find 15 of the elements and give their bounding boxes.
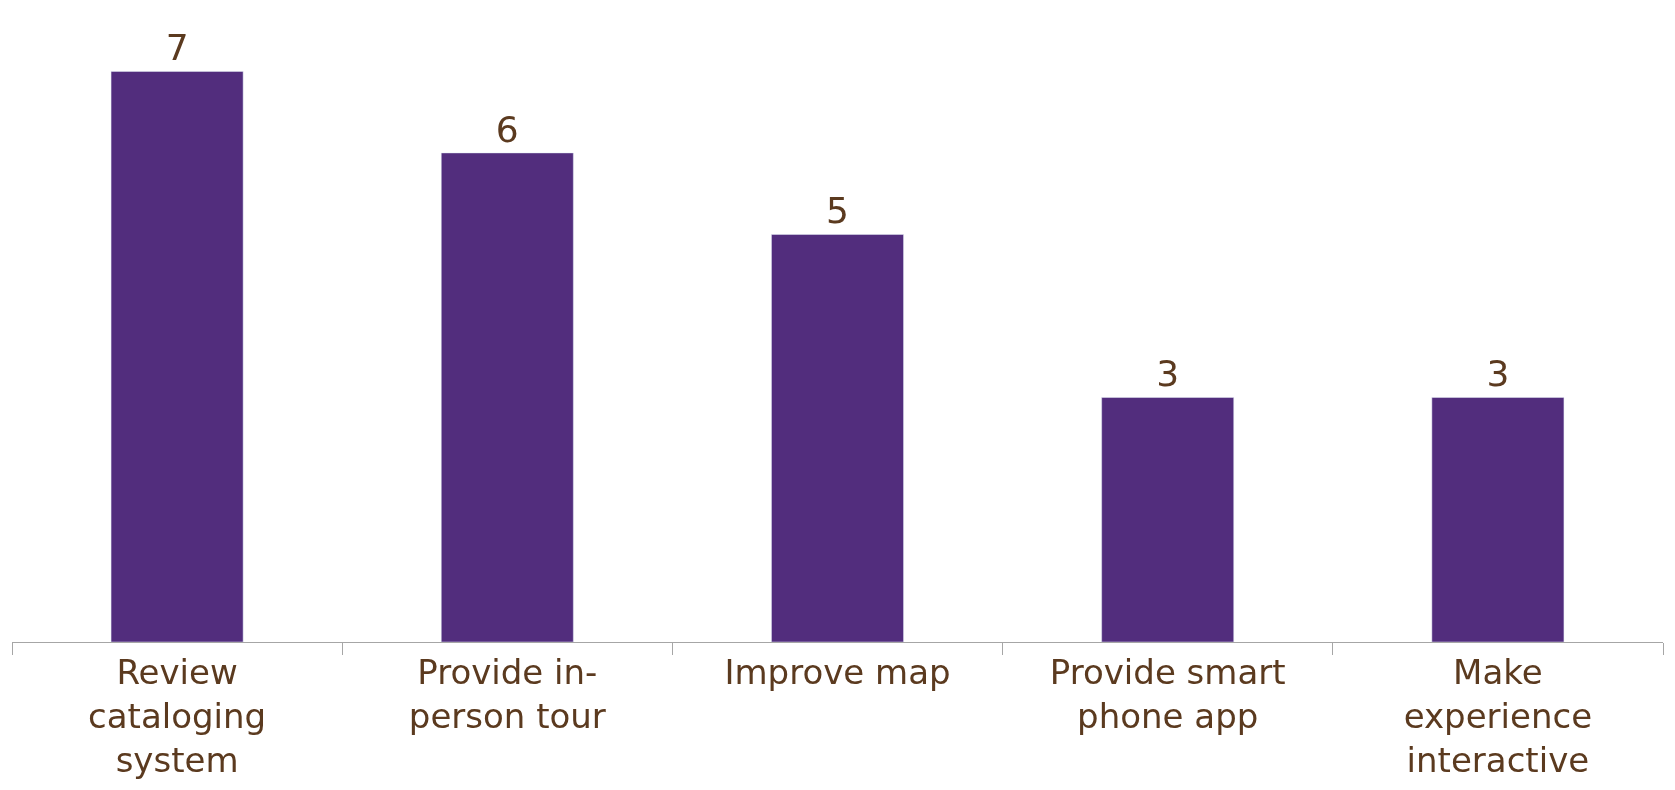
x-tick-label: Make experience interactive bbox=[1403, 651, 1593, 781]
x-tick-label: Provide in-person tour bbox=[408, 651, 606, 736]
bar bbox=[441, 152, 574, 642]
bar bbox=[1431, 397, 1565, 642]
x-tick-label: Improve map bbox=[724, 651, 951, 692]
data-label: 3 bbox=[1486, 353, 1510, 395]
data-label: 7 bbox=[165, 27, 189, 69]
data-label: 3 bbox=[1156, 353, 1180, 395]
data-label: 6 bbox=[495, 108, 519, 150]
bar bbox=[771, 234, 904, 642]
bar bbox=[110, 71, 244, 642]
x-tick-label: Review cataloging system bbox=[88, 651, 267, 781]
x-tick-label: Provide smart phone app bbox=[1049, 651, 1286, 736]
data-label: 5 bbox=[826, 190, 849, 232]
bar bbox=[1101, 397, 1234, 642]
